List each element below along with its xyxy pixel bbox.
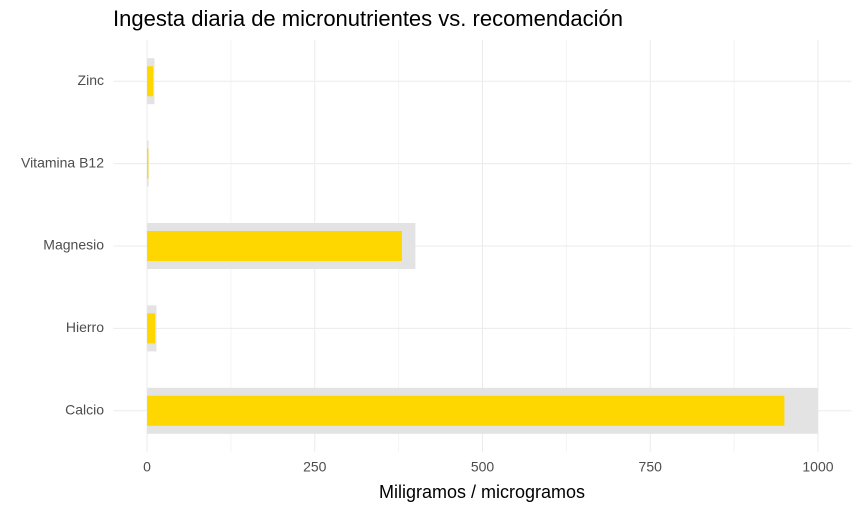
x-tick-label: 1000 <box>802 459 833 475</box>
intake-bar <box>147 148 149 179</box>
x-tick-label: 250 <box>303 459 327 475</box>
intake-bar <box>147 395 785 426</box>
y-tick-label: Magnesio <box>43 237 104 253</box>
x-tick-label: 750 <box>639 459 663 475</box>
y-tick-label: Vitamina B12 <box>21 154 104 170</box>
intake-bar <box>147 231 402 261</box>
x-tick-label: 0 <box>143 459 151 475</box>
chart-title: Ingesta diaria de micronutrientes vs. re… <box>113 6 623 31</box>
intake-bar <box>147 66 154 97</box>
intake-bar <box>147 313 156 344</box>
x-tick-label: 500 <box>471 459 495 475</box>
x-axis-label: Miligramos / microgramos <box>379 482 585 502</box>
y-tick-label: Zinc <box>78 72 104 88</box>
y-tick-label: Hierro <box>66 319 104 335</box>
y-tick-label: Calcio <box>65 402 104 418</box>
